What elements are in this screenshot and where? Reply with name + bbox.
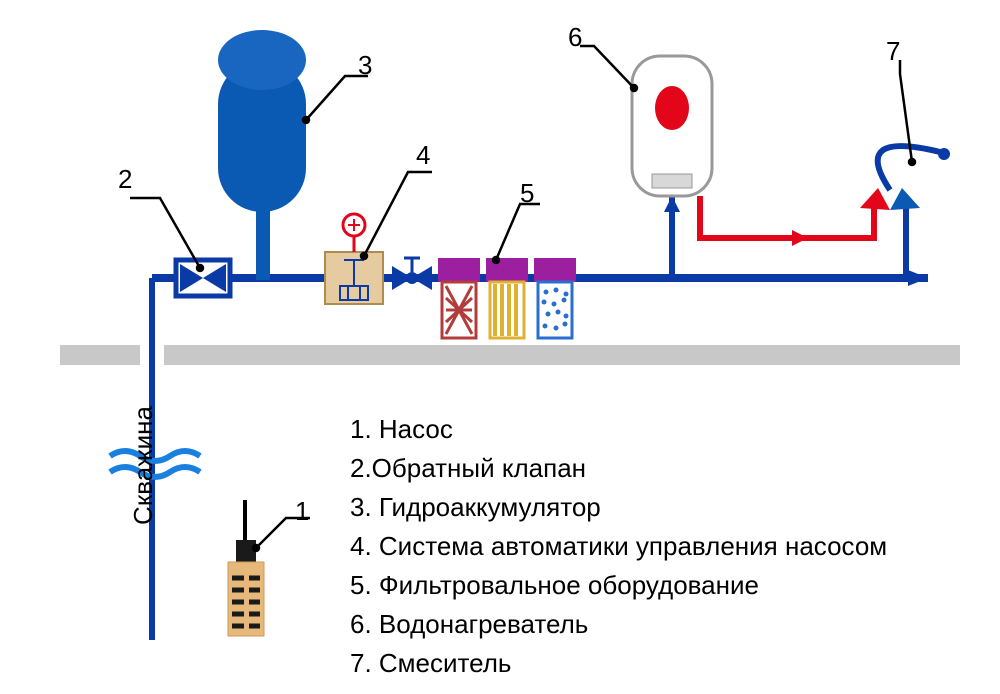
ball-valve-icon [392, 258, 432, 290]
hot-pipe [700, 196, 874, 238]
legend: 1. Насос 2.Обратный клапан 3. Гидроаккум… [350, 410, 887, 683]
pressure-gauge-icon [343, 214, 365, 252]
legend-item: 6. Водонагреватель [350, 605, 887, 644]
ground-strip [60, 345, 960, 365]
hydroaccumulator [218, 30, 306, 212]
legend-item: 1. Насос [350, 410, 887, 449]
well-label: Скважина [128, 406, 159, 525]
legend-item: 3. Гидроаккумулятор [350, 488, 887, 527]
legend-item: 2.Обратный клапан [350, 449, 887, 488]
legend-item: 4. Система автоматики управления насосом [350, 527, 887, 566]
filter-1 [442, 282, 476, 338]
automation-box [325, 252, 383, 304]
callout-7: 7 [886, 36, 900, 67]
callout-3: 3 [358, 50, 372, 81]
callout-1: 1 [295, 496, 309, 527]
pump [228, 500, 264, 636]
filter-2 [490, 282, 524, 338]
arrow-right-2-icon [908, 270, 928, 286]
callout-4: 4 [416, 140, 430, 171]
legend-item: 5. Фильтровальное оборудование [350, 566, 887, 605]
mixer-faucet [860, 146, 950, 210]
callout-2: 2 [118, 164, 132, 195]
filter-3 [538, 282, 572, 338]
arrow-right-icon [792, 230, 808, 246]
callout-6: 6 [568, 22, 582, 53]
water-heater [632, 56, 712, 196]
legend-item: 7. Смеситель [350, 644, 887, 683]
tank-riser [256, 210, 270, 280]
arrow-up-icon [664, 196, 680, 212]
callout-5: 5 [520, 178, 534, 209]
filter-bank [438, 258, 576, 338]
